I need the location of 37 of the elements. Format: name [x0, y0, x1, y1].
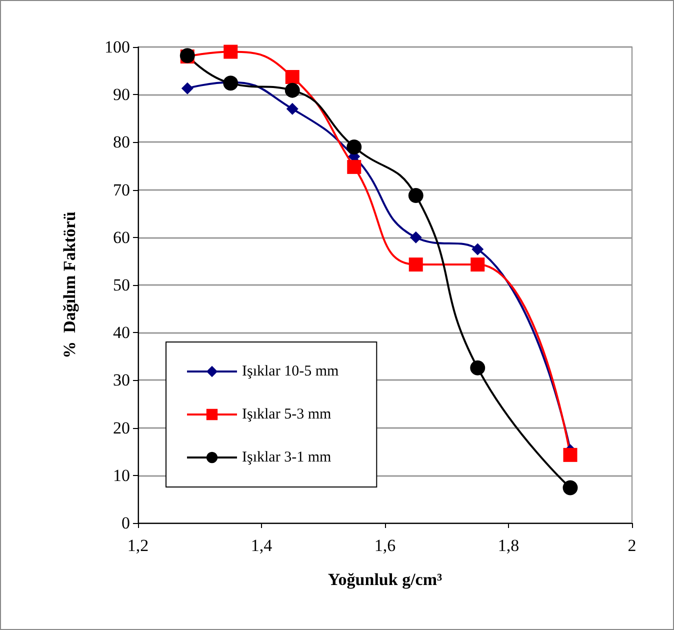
y-tick-label: 30: [113, 370, 130, 390]
y-tick-label: 100: [104, 38, 130, 56]
point: [285, 70, 300, 84]
point: [472, 243, 484, 256]
x-tick-label: 1,4: [250, 536, 273, 555]
y-tick-label: 20: [113, 418, 130, 438]
point: [562, 480, 578, 496]
point: [181, 82, 194, 94]
x-axis-title: Yoğunluk g/cm³: [328, 570, 442, 589]
point: [284, 82, 300, 98]
point: [470, 258, 485, 272]
point: [223, 76, 238, 91]
y-axis-title: % Dağılım Faktörü: [60, 212, 79, 358]
point: [563, 448, 578, 462]
y-tick-label: 40: [113, 323, 130, 342]
y-tick-label: 10: [113, 466, 130, 485]
legend-label: Işıklar 10-5 mm: [242, 364, 339, 380]
y-tick-label: 80: [113, 132, 130, 152]
point: [408, 188, 424, 204]
y-tick-label: 70: [113, 180, 130, 200]
point: [224, 44, 238, 59]
x-tick-label: 1,6: [374, 536, 396, 555]
y-tick-label: 90: [113, 85, 130, 104]
y-tick-label: 0: [122, 514, 130, 532]
legend-label: Işıklar 5-3 mm: [242, 406, 332, 422]
point: [470, 360, 486, 376]
point: [410, 231, 422, 244]
y-tick-label: 60: [113, 228, 130, 247]
point: [408, 258, 423, 272]
x-tick-label: 1,2: [127, 536, 149, 555]
x-tick-label: 2: [628, 536, 636, 555]
legend-label: Işıklar 3-1 mm: [242, 450, 332, 466]
point: [347, 160, 362, 174]
point: [346, 139, 362, 154]
x-tick-label: 1,8: [498, 536, 520, 555]
y-tick-label: 50: [113, 276, 130, 294]
point: [286, 102, 298, 115]
